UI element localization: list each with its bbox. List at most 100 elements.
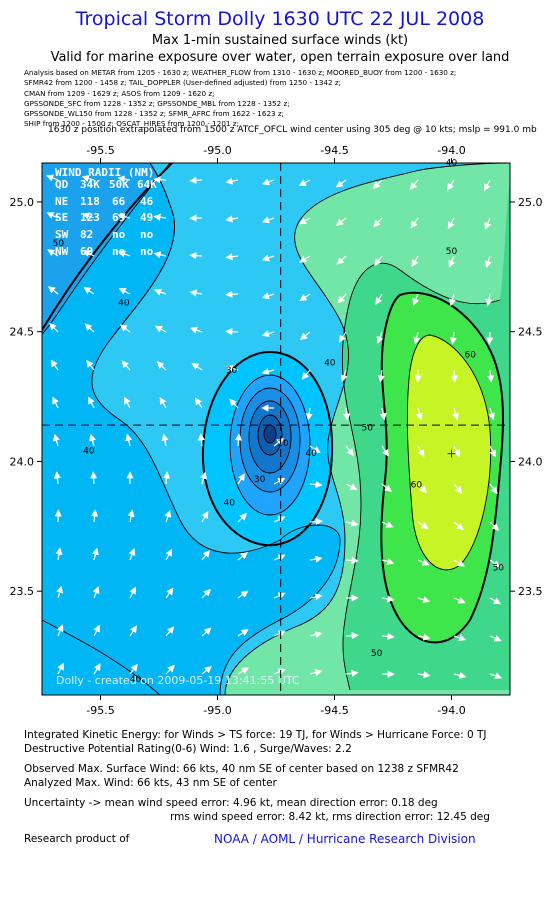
wind-arrow xyxy=(82,250,95,257)
wind-arrow xyxy=(381,558,395,565)
wind-radii-header-34: 34K xyxy=(80,178,100,191)
wind-arrow xyxy=(452,407,459,421)
wind-arrow xyxy=(197,433,205,447)
wind-arrow xyxy=(129,625,138,637)
wind-arrow xyxy=(343,407,351,421)
wind-arrow xyxy=(453,634,467,642)
wind-arrow xyxy=(299,255,311,263)
wind-arrow xyxy=(229,398,239,409)
wind-arrow xyxy=(447,217,455,230)
lon-label-top: -94.5 xyxy=(320,144,348,157)
wind-arrow xyxy=(50,359,59,371)
wind-arrow xyxy=(309,517,323,526)
wind-arrow xyxy=(299,293,311,302)
wind-arrow xyxy=(309,631,323,639)
wind-arrow xyxy=(237,629,249,637)
wind-arrow xyxy=(409,179,419,190)
wind-arrow xyxy=(338,331,347,343)
contour-label: 50 xyxy=(446,247,458,257)
contour-label: 30 xyxy=(226,366,238,376)
wind-arrow xyxy=(89,433,97,447)
wind-radii-r64: no xyxy=(140,245,154,258)
wind-arrow xyxy=(448,255,456,268)
wind-arrow xyxy=(309,593,323,601)
analyzed-max-line: Analyzed Max. Wind: 66 kts, 43 nm SE of … xyxy=(24,777,277,789)
analysis-line: SHIP from 1200 - 1500 z; QSCAT_HIRES fro… xyxy=(24,119,239,129)
fill-gt80 xyxy=(407,335,491,570)
wind-arrow xyxy=(484,217,492,230)
lon-label-bottom: -94.0 xyxy=(437,704,465,717)
wind-radii-header-qd: QD xyxy=(55,178,69,191)
wind-arrow xyxy=(201,665,212,675)
wind-arrow xyxy=(375,293,383,305)
wind-arrow xyxy=(53,433,60,447)
wind-arrow xyxy=(485,293,493,307)
wind-radii-quad: NW xyxy=(55,245,69,258)
wind-arrow xyxy=(381,521,394,528)
wind-radii-title: WIND RADII (NM) xyxy=(55,166,154,179)
wind-arrow xyxy=(46,212,59,219)
wind-arrow xyxy=(191,362,203,371)
contour-label: 40 xyxy=(130,675,142,685)
wind-arrow xyxy=(225,253,239,261)
wind-arrow xyxy=(412,293,420,306)
wind-arrow xyxy=(381,483,392,492)
wind-arrow xyxy=(489,483,498,495)
wind-arrow xyxy=(415,407,423,421)
wind-radii-quad: SE xyxy=(55,211,68,224)
wind-arrow xyxy=(237,590,249,599)
wind-arrow xyxy=(345,632,359,640)
wind-arrow xyxy=(381,632,395,641)
wind-arrow xyxy=(453,559,465,567)
position-note: 1630 z position extrapolated from 1500 z… xyxy=(48,125,537,135)
wind-radii-r34: 118 xyxy=(80,195,100,208)
wind-arrow xyxy=(377,369,385,383)
wind-arrow xyxy=(194,397,203,409)
wind-arrow xyxy=(47,286,59,295)
observed-max-line: Observed Max. Surface Wind: 66 kts, 40 n… xyxy=(24,763,459,775)
wind-arrow xyxy=(52,396,59,409)
wind-arrow xyxy=(345,669,359,677)
analysis-line: CMAN from 1209 - 1629 z; ASOS from 1209 … xyxy=(24,88,215,98)
wind-arrow xyxy=(225,215,239,223)
wind-arrow xyxy=(165,664,175,675)
wind-arrow xyxy=(129,663,138,675)
wind-arrow xyxy=(453,521,464,531)
wind-arrow xyxy=(201,510,209,523)
wind-arrow xyxy=(189,289,203,297)
wind-arrow xyxy=(56,585,64,599)
lon-label-top: -94.0 xyxy=(437,144,465,157)
wind-arrow xyxy=(46,174,59,182)
lon-label-bottom: -95.0 xyxy=(203,704,231,717)
wind-arrow xyxy=(489,521,500,531)
wind-arrow xyxy=(336,255,347,265)
wind-radii-r50: 66 xyxy=(112,195,126,208)
analysis-line: GPSSONDE_WL150 from 1228 - 1352 z; SFMR_… xyxy=(24,109,285,119)
wind-radii-r34: 69 xyxy=(80,245,93,258)
lon-label-bottom: -94.5 xyxy=(320,704,348,717)
lat-label-left: 24.5 xyxy=(10,326,35,339)
research-label: Research product of xyxy=(24,833,130,845)
wind-arrow xyxy=(189,252,203,260)
contour-label: 50 xyxy=(362,423,374,433)
map-axes: -95.5 -95.5 -95.0 -95.0 -94.5 -94.5 -94.0 -94.0… xyxy=(10,144,543,717)
wind-radii-header-50: 50K xyxy=(109,178,129,191)
wind-arrow xyxy=(417,633,431,641)
wind-arrow xyxy=(165,626,175,637)
wind-arrow xyxy=(417,445,425,458)
wind-arrow xyxy=(201,549,210,561)
lon-label-top: -95.0 xyxy=(203,144,231,157)
wind-arrow xyxy=(486,331,494,345)
wind-radii-r50: no xyxy=(112,245,126,258)
wind-arrow xyxy=(410,217,419,229)
wind-radii-quad: SW xyxy=(55,228,69,241)
wind-arrow xyxy=(225,328,239,336)
wind-arrow xyxy=(453,483,463,494)
noaa-credit-link[interactable]: NOAA / AOML / Hurricane Research Divisio… xyxy=(214,832,476,846)
wind-arrow xyxy=(345,483,358,490)
uncertainty-line-1: Uncertainty -> mean wind speed error: 4.… xyxy=(24,797,438,809)
wind-arrow xyxy=(373,217,383,228)
wind-arrow xyxy=(305,407,313,421)
wind-radii-r50: 69 xyxy=(112,211,125,224)
